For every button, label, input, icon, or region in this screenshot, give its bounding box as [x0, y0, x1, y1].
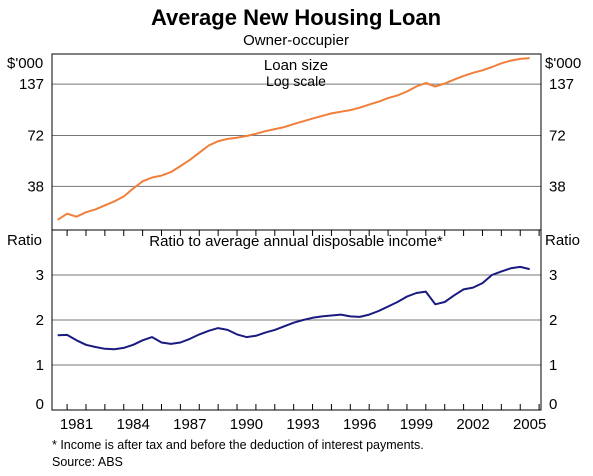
x-tick-label: 1999: [400, 416, 433, 433]
loan-size-tick-label-left: 137: [19, 76, 44, 93]
income-ratio-tick-label-right: 1: [549, 357, 557, 374]
x-tick-label: 2002: [456, 416, 489, 433]
loan-size-unit-label-right: $'000: [545, 55, 581, 72]
loan-size-unit-label-left: $'000: [7, 55, 43, 72]
income-ratio-unit-label-right: Ratio: [545, 232, 580, 249]
income-ratio-panel: Ratio Ratio Ratio to average annual disp…: [7, 229, 580, 413]
x-tick-label: 1981: [60, 416, 93, 433]
income-ratio-series-line: [57, 265, 530, 351]
income-ratio-panel-label: Ratio to average annual disposable incom…: [149, 233, 443, 250]
income-ratio-unit-label-left: Ratio: [7, 232, 42, 249]
income-ratio-tick-label-left: 3: [36, 267, 44, 284]
loan-size-tick-label-left: 38: [27, 178, 44, 195]
loan-size-series-line: [57, 57, 530, 221]
income-ratio-tick-label-left: 2: [36, 312, 44, 329]
loan-size-panel-label: Loan size: [264, 57, 328, 74]
x-tick-label: 1996: [343, 416, 376, 433]
x-tick-label: 1990: [230, 416, 263, 433]
loan-size-tick-labels: 38 38 72 72 137 137: [19, 76, 574, 195]
income-ratio-plot-frame: [51, 229, 542, 411]
loan-size-scale-label: Log scale: [266, 73, 326, 89]
loan-size-gridlines: [52, 83, 541, 187]
loan-size-panel: $'000 $'000 Loan size Log scale 38 38 72 72…: [7, 53, 581, 231]
income-ratio-gridlines: [52, 274, 541, 366]
loan-size-tick-label-right: 38: [549, 178, 566, 195]
loan-size-tick-label-right: 137: [549, 76, 574, 93]
income-ratio-tick-label-right: 0: [549, 396, 557, 413]
income-ratio-tick-label-left: 0: [36, 396, 44, 413]
loan-size-tick-label-right: 72: [549, 127, 566, 144]
footnote: * Income is after tax and before the ded…: [52, 438, 424, 452]
x-tick-label: 2005: [513, 416, 546, 433]
income-ratio-tick-label-left: 1: [36, 357, 44, 374]
source-note: Source: ABS: [52, 455, 123, 469]
chart-subtitle: Owner-occupier: [243, 32, 349, 49]
x-tick-label: 1987: [173, 416, 206, 433]
income-ratio-tick-label-right: 2: [549, 312, 557, 329]
x-axis: 1981 1984 1987 1990 1993 1996 1999 2002 2005: [60, 230, 546, 433]
x-tick-label: 1993: [286, 416, 319, 433]
x-tick-label: 1984: [116, 416, 149, 433]
income-ratio-tick-labels: 0 0 1 1 2 2 3 3: [36, 267, 558, 413]
chart-title: Average New Housing Loan: [151, 5, 441, 30]
loan-size-tick-label-left: 72: [27, 127, 44, 144]
income-ratio-tick-label-right: 3: [549, 267, 557, 284]
